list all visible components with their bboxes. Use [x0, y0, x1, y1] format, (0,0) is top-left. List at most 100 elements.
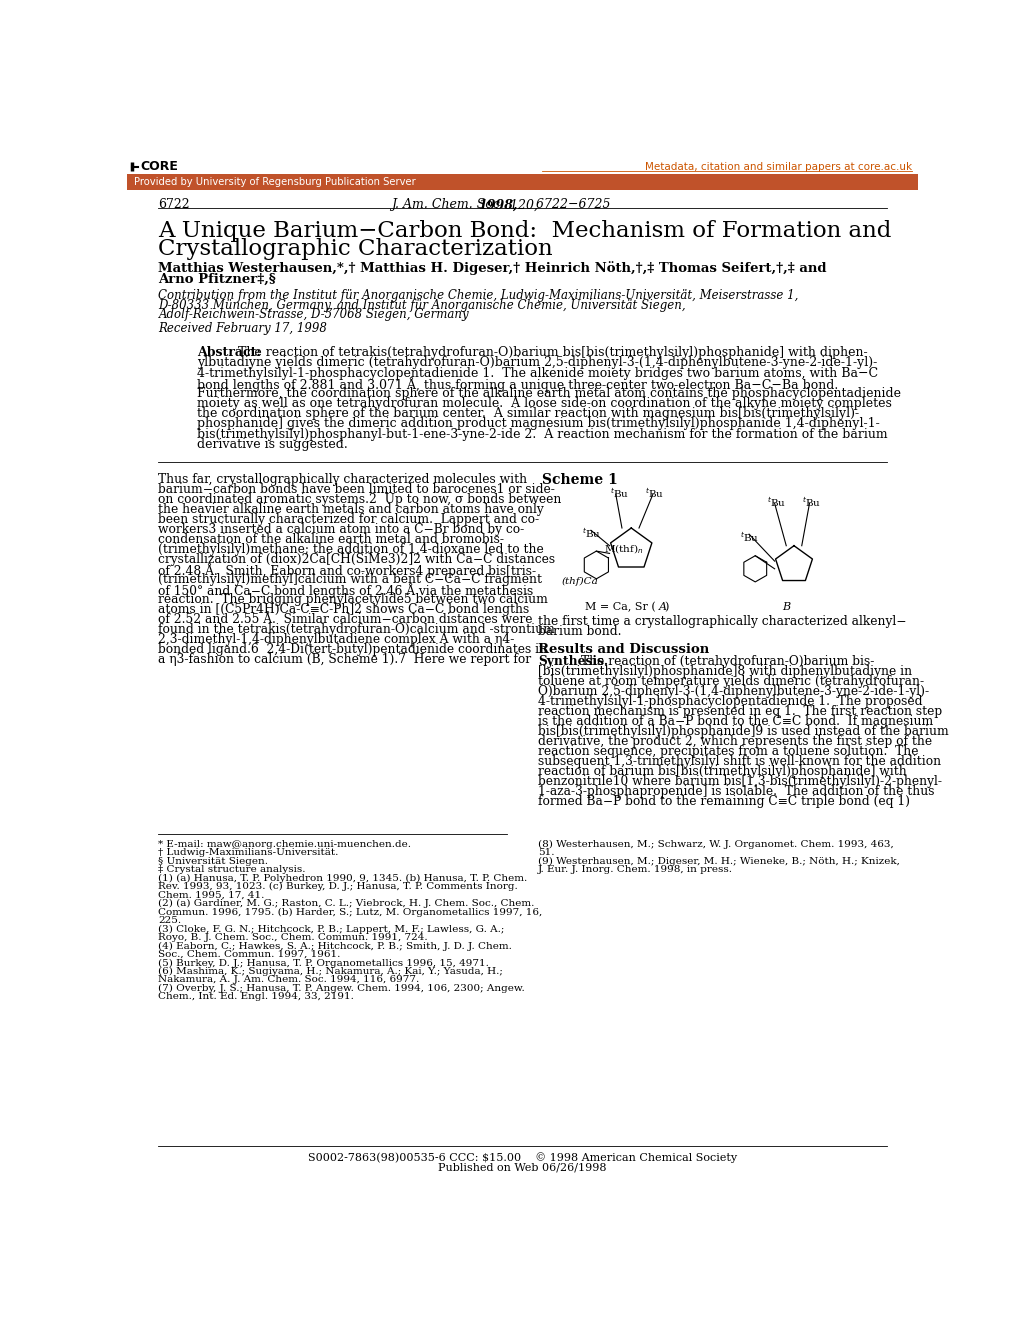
- Bar: [127, 174, 917, 190]
- Text: J. Eur. J. Inorg. Chem. 1998, in press.: J. Eur. J. Inorg. Chem. 1998, in press.: [538, 866, 733, 874]
- Text: reaction sequence, precipitates from a toluene solution.  The: reaction sequence, precipitates from a t…: [538, 744, 918, 758]
- Text: derivative is suggested.: derivative is suggested.: [197, 438, 347, 450]
- Text: CORE: CORE: [141, 160, 178, 173]
- Text: Commun. 1996, 1795. (b) Harder, S.; Lutz, M. Organometallics 1997, 16,: Commun. 1996, 1795. (b) Harder, S.; Lutz…: [158, 908, 542, 916]
- Text: the first time a crystallographically characterized alkenyl−: the first time a crystallographically ch…: [538, 615, 906, 628]
- Text: D-80333 München, Germany, and Institut für Anorganische Chemie, Universität Sieg: D-80333 München, Germany, and Institut f…: [158, 298, 686, 312]
- Text: 51.: 51.: [538, 849, 554, 857]
- Text: of 2.48 Å.  Smith, Eaborn and co-workers4 prepared bis[tris-: of 2.48 Å. Smith, Eaborn and co-workers4…: [158, 562, 536, 578]
- Text: $^t$Bu: $^t$Bu: [609, 487, 628, 500]
- Text: 225.: 225.: [158, 916, 181, 925]
- Text: been structurally characterized for calcium.  Lappert and co-: been structurally characterized for calc…: [158, 512, 539, 525]
- Text: 6722: 6722: [158, 198, 190, 211]
- Text: (6) Mashima, K.; Sugiyama, H.; Nakamura, A.; Kai, Y.; Yasuda, H.;: (6) Mashima, K.; Sugiyama, H.; Nakamura,…: [158, 966, 503, 975]
- Text: Results and Discussion: Results and Discussion: [538, 643, 709, 656]
- Text: reaction mechanism is presented in eq 1.  The first reaction step: reaction mechanism is presented in eq 1.…: [538, 705, 942, 718]
- Text: 120,: 120,: [505, 198, 537, 211]
- Text: 2,3-dimethyl-1,4-diphenylbutadiene complex A with a η4-: 2,3-dimethyl-1,4-diphenylbutadiene compl…: [158, 632, 515, 645]
- Text: bond lengths of 2.881 and 3.071 Å, thus forming a unique three-center two-electr: bond lengths of 2.881 and 3.071 Å, thus …: [197, 376, 838, 392]
- Text: $^t$Bu: $^t$Bu: [581, 527, 600, 540]
- Text: The reaction of (tetrahydrofuran-O)barium bis-: The reaction of (tetrahydrofuran-O)bariu…: [580, 655, 873, 668]
- Text: Thus far, crystallographically characterized molecules with: Thus far, crystallographically character…: [158, 473, 527, 486]
- Text: condensation of the alkaline earth metal and bromobis-: condensation of the alkaline earth metal…: [158, 533, 504, 545]
- Text: found in the tetrakis(tetrahydrofuran-O)calcium and -strontium: found in the tetrakis(tetrahydrofuran-O)…: [158, 623, 554, 636]
- Text: Rev. 1993, 93, 1023. (c) Burkey, D. J.; Hanusa, T. P. Comments Inorg.: Rev. 1993, 93, 1023. (c) Burkey, D. J.; …: [158, 882, 518, 891]
- Text: 1-aza-3-phosphapropenide] is isolable.  The addition of the thus: 1-aza-3-phosphapropenide] is isolable. T…: [538, 785, 933, 799]
- Text: Abstract:: Abstract:: [197, 346, 261, 359]
- Text: Provided by University of Regensburg Publication Server: Provided by University of Regensburg Pub…: [133, 177, 415, 187]
- Text: S0002-7863(98)00535-6 CCC: $15.00    © 1998 American Chemical Society: S0002-7863(98)00535-6 CCC: $15.00 © 1998…: [308, 1152, 737, 1163]
- Text: $^t$Bu: $^t$Bu: [801, 496, 820, 510]
- Text: (trimethylsilyl)methyl]calcium with a bent C−Ca−C fragment: (trimethylsilyl)methyl]calcium with a be…: [158, 573, 542, 586]
- Text: * E-mail: maw@anorg.chemie.uni-muenchen.de.: * E-mail: maw@anorg.chemie.uni-muenchen.…: [158, 840, 411, 849]
- Text: Synthesis.: Synthesis.: [538, 655, 607, 668]
- Text: § Universität Siegen.: § Universität Siegen.: [158, 857, 268, 866]
- Text: the heavier alkaline earth metals and carbon atoms have only: the heavier alkaline earth metals and ca…: [158, 503, 544, 516]
- Text: crystallization of (diox)2Ca[CH(SiMe3)2]2 with Ca−C distances: crystallization of (diox)2Ca[CH(SiMe3)2]…: [158, 553, 555, 566]
- Text: Furthermore, the coordination sphere of the alkaline earth metal atom contains t: Furthermore, the coordination sphere of …: [197, 387, 901, 400]
- Text: Soc., Chem. Commun. 1997, 1961.: Soc., Chem. Commun. 1997, 1961.: [158, 950, 340, 958]
- Text: (2) (a) Gardiner, M. G.; Raston, C. L.; Viebrock, H. J. Chem. Soc., Chem.: (2) (a) Gardiner, M. G.; Raston, C. L.; …: [158, 899, 534, 908]
- Text: reaction.  The bridging phenylacetylide5 between two calcium: reaction. The bridging phenylacetylide5 …: [158, 593, 548, 606]
- Text: Nakamura, A. J. Am. Chem. Soc. 1994, 116, 6977.: Nakamura, A. J. Am. Chem. Soc. 1994, 116…: [158, 975, 420, 985]
- Text: A: A: [657, 602, 665, 612]
- Text: formed Ba−P bond to the remaining C≡C triple bond (eq 1): formed Ba−P bond to the remaining C≡C tr…: [538, 795, 909, 808]
- Text: on coordinated aromatic systems.2  Up to now, σ bonds between: on coordinated aromatic systems.2 Up to …: [158, 492, 561, 506]
- Text: (1) (a) Hanusa, T. P. Polyhedron 1990, 9, 1345. (b) Hanusa, T. P. Chem.: (1) (a) Hanusa, T. P. Polyhedron 1990, 9…: [158, 874, 527, 883]
- Text: workers3 inserted a calcium atom into a C−Br bond by co-: workers3 inserted a calcium atom into a …: [158, 523, 524, 536]
- Text: a η3-fashion to calcium (B, Scheme 1).7  Here we report for: a η3-fashion to calcium (B, Scheme 1).7 …: [158, 653, 531, 665]
- Text: (9) Westerhausen, M.; Digeser, M. H.; Wieneke, B.; Nöth, H.; Knizek,: (9) Westerhausen, M.; Digeser, M. H.; Wi…: [538, 857, 899, 866]
- Text: $^t$Bu: $^t$Bu: [645, 487, 663, 500]
- Text: (5) Burkey, D. J.; Hanusa, T. P. Organometallics 1996, 15, 4971.: (5) Burkey, D. J.; Hanusa, T. P. Organom…: [158, 958, 489, 968]
- Text: derivative, the product 2, which represents the first step of the: derivative, the product 2, which represe…: [538, 735, 931, 748]
- Text: M = Ca, Sr (: M = Ca, Sr (: [584, 602, 655, 612]
- Text: Contribution from the Institut für Anorganische Chemie, Ludwig-Maximilians-Unive: Contribution from the Institut für Anorg…: [158, 289, 798, 302]
- Text: 6722−6725: 6722−6725: [532, 198, 610, 211]
- Text: O)barium 2,5-diphenyl-3-(1,4-diphenylbutene-3-yne-2-ide-1-yl)-: O)barium 2,5-diphenyl-3-(1,4-diphenylbut…: [538, 685, 928, 698]
- Text: barium bond.: barium bond.: [538, 626, 622, 638]
- Text: A Unique Barium−Carbon Bond:  Mechanism of Formation and: A Unique Barium−Carbon Bond: Mechanism o…: [158, 220, 891, 242]
- Text: (4) Eaborn, C.; Hawkes, S. A.; Hitchcock, P. B.; Smith, J. D. J. Chem.: (4) Eaborn, C.; Hawkes, S. A.; Hitchcock…: [158, 941, 512, 950]
- Text: (8) Westerhausen, M.; Schwarz, W. J. Organomet. Chem. 1993, 463,: (8) Westerhausen, M.; Schwarz, W. J. Org…: [538, 840, 893, 849]
- Text: Received February 17, 1998: Received February 17, 1998: [158, 322, 327, 335]
- Text: bonded ligand.6  2,4-Di(tert-butyl)pentadienide coordinates in: bonded ligand.6 2,4-Di(tert-butyl)pentad…: [158, 643, 547, 656]
- Text: ‡ Crystal structure analysis.: ‡ Crystal structure analysis.: [158, 866, 306, 874]
- Text: Matthias Westerhausen,*,† Matthias H. Digeser,† Heinrich Nöth,†,‡ Thomas Seifert: Matthias Westerhausen,*,† Matthias H. Di…: [158, 261, 826, 275]
- Text: $^t$Bu: $^t$Bu: [766, 496, 786, 510]
- Text: moiety as well as one tetrahydrofuran molecule.  A loose side-on coordination of: moiety as well as one tetrahydrofuran mo…: [197, 397, 892, 411]
- Text: The reaction of tetrakis(tetrahydrofuran-O)barium bis[bis(trimethylsilyl)phospha: The reaction of tetrakis(tetrahydrofuran…: [237, 346, 866, 359]
- Text: [bis(trimethylsilyl)phosphanide]8 with diphenylbutadiyne in: [bis(trimethylsilyl)phosphanide]8 with d…: [538, 665, 911, 678]
- Text: (thf)Ca: (thf)Ca: [560, 577, 598, 586]
- Text: Arno Pfitzner‡,§: Arno Pfitzner‡,§: [158, 273, 276, 286]
- Text: Adolf-Reichwein-Strasse, D-57068 Siegen, Germany: Adolf-Reichwein-Strasse, D-57068 Siegen,…: [158, 308, 469, 321]
- Text: ): ): [664, 602, 668, 612]
- Text: of 2.52 and 2.55 Å.  Similar calcium−carbon distances were: of 2.52 and 2.55 Å. Similar calcium−carb…: [158, 612, 533, 626]
- Text: Chem. 1995, 17, 41.: Chem. 1995, 17, 41.: [158, 891, 265, 900]
- Text: barium−carbon bonds have been limited to barocenes1 or side-: barium−carbon bonds have been limited to…: [158, 483, 554, 495]
- Text: M(thf)$_n$: M(thf)$_n$: [603, 543, 643, 556]
- Text: Metadata, citation and similar papers at core.ac.uk: Metadata, citation and similar papers at…: [644, 162, 911, 172]
- Text: ylbutadiyne yields dimeric (tetrahydrofuran-O)barium 2,5-diphenyl-3-(1,4-dipheny: ylbutadiyne yields dimeric (tetrahydrofu…: [197, 356, 876, 370]
- Text: 4-trimethylsilyl-1-phosphacyclopentadienide 1.  The alkenide moiety bridges two : 4-trimethylsilyl-1-phosphacyclopentadien…: [197, 367, 877, 380]
- Text: B: B: [782, 602, 790, 612]
- Text: reaction of barium bis[bis(trimethylsilyl)phosphanide] with: reaction of barium bis[bis(trimethylsily…: [538, 766, 906, 779]
- Text: benzonitrile10 where barium bis[1,3-bis(trimethylsilyl)-2-phenyl-: benzonitrile10 where barium bis[1,3-bis(…: [538, 775, 942, 788]
- Text: Crystallographic Characterization: Crystallographic Characterization: [158, 238, 552, 260]
- Text: toluene at room temperature yields dimeric (tetrahydrofuran-: toluene at room temperature yields dimer…: [538, 675, 923, 688]
- Text: Royo, B. J. Chem. Soc., Chem. Commun. 1991, 724.: Royo, B. J. Chem. Soc., Chem. Commun. 19…: [158, 933, 428, 942]
- Text: is the addition of a Ba−P bond to the C≡C bond.  If magnesium: is the addition of a Ba−P bond to the C≡…: [538, 715, 932, 729]
- Text: $^t$Bu: $^t$Bu: [739, 531, 758, 544]
- Text: † Ludwig-Maximilians-Universität.: † Ludwig-Maximilians-Universität.: [158, 849, 338, 857]
- Text: bis(trimethylsilyl)phosphanyl-but-1-ene-3-yne-2-ide 2.  A reaction mechanism for: bis(trimethylsilyl)phosphanyl-but-1-ene-…: [197, 428, 887, 441]
- Text: of 150° and Ca−C bond lengths of 2.46 Å via the metathesis: of 150° and Ca−C bond lengths of 2.46 Å …: [158, 582, 533, 598]
- Text: Scheme 1: Scheme 1: [541, 473, 618, 487]
- Text: phosphanide] gives the dimeric addition product magnesium bis(trimethylsilyl)pho: phosphanide] gives the dimeric addition …: [197, 417, 879, 430]
- Text: Chem., Int. Ed. Engl. 1994, 33, 2191.: Chem., Int. Ed. Engl. 1994, 33, 2191.: [158, 993, 354, 1002]
- Text: Published on Web 06/26/1998: Published on Web 06/26/1998: [438, 1163, 606, 1172]
- Text: (trimethylsilyl)methane; the addition of 1,4-dioxane led to the: (trimethylsilyl)methane; the addition of…: [158, 543, 544, 556]
- Text: subsequent 1,3-trimethylsilyl shift is well-known for the addition: subsequent 1,3-trimethylsilyl shift is w…: [538, 755, 941, 768]
- Text: atoms in [(C5Pr4H)Ca-C≡C-Ph]2 shows Ca−C bond lengths: atoms in [(C5Pr4H)Ca-C≡C-Ph]2 shows Ca−C…: [158, 603, 529, 615]
- Text: 1998,: 1998,: [478, 198, 518, 211]
- Text: the coordination sphere of the barium center.  A similar reaction with magnesium: the coordination sphere of the barium ce…: [197, 408, 859, 420]
- Text: 4-trimethylsilyl-1-phosphacyclopentadienide 1.  The proposed: 4-trimethylsilyl-1-phosphacyclopentadien…: [538, 696, 922, 708]
